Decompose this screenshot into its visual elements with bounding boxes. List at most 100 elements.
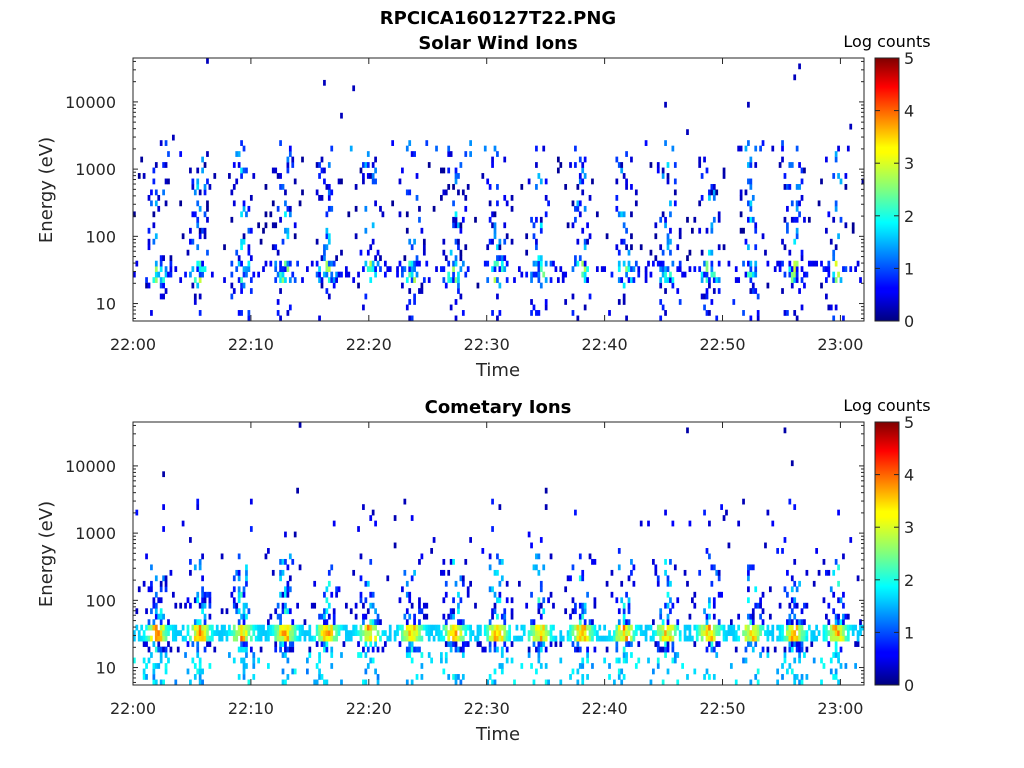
heatmap-cell (783, 184, 787, 190)
heatmap-cell (191, 211, 195, 218)
heatmap-cell (284, 635, 287, 642)
heatmap-cell (717, 619, 721, 626)
heatmap-cell (544, 211, 548, 218)
heatmap-cell (846, 145, 850, 152)
heatmap-cell (405, 211, 409, 218)
heatmap-cell (786, 569, 789, 576)
heatmap-cell (661, 679, 665, 685)
heatmap-cell (284, 602, 287, 609)
heatmap-cell (452, 674, 455, 680)
heatmap-cell (859, 277, 862, 283)
heatmap-cell (539, 635, 543, 642)
heatmap-cell (189, 167, 192, 174)
heatmap-cell (776, 668, 780, 675)
heatmap-cell (479, 624, 482, 631)
heatmap-cell (452, 624, 455, 631)
heatmap-cell (500, 635, 504, 642)
heatmap-cell (152, 663, 156, 669)
heatmap-cell (444, 619, 448, 626)
heatmap-cell (320, 167, 324, 174)
heatmap-cell (369, 558, 373, 565)
heatmap-cell (235, 630, 239, 636)
heatmap-cell (812, 635, 816, 642)
heatmap-cell (622, 211, 626, 218)
heatmap-cell (496, 315, 499, 321)
heatmap-cell (313, 602, 317, 609)
heatmap-cell (293, 635, 297, 642)
heatmap-cell (591, 635, 594, 642)
heatmap-cell (615, 657, 619, 664)
heatmap-cell (420, 608, 424, 615)
heatmap-cell (169, 255, 173, 262)
heatmap-cell (498, 591, 502, 598)
heatmap-cell (537, 635, 541, 642)
heatmap-cell (325, 233, 329, 240)
heatmap-cell (476, 635, 480, 642)
heatmap-cell (710, 641, 714, 647)
heatmap-cell (505, 657, 509, 664)
heatmap-cell (479, 641, 482, 647)
heatmap-cell (722, 515, 726, 521)
heatmap-cell (415, 646, 419, 653)
heatmap-cell (223, 624, 226, 631)
heatmap-cell (454, 173, 458, 179)
heatmap-cell (201, 630, 204, 636)
heatmap-cell (837, 509, 840, 516)
heatmap-cell (708, 520, 711, 527)
heatmap-cell (837, 597, 840, 604)
heatmap-cell (447, 277, 451, 283)
heatmap-cell (288, 646, 292, 653)
heatmap-cell (276, 249, 280, 256)
heatmap-cell (162, 575, 165, 582)
heatmap-cell (549, 630, 553, 636)
heatmap-cell (768, 586, 772, 593)
heatmap-cell (242, 630, 246, 636)
heatmap-cell (232, 200, 236, 207)
heatmap-cell (288, 641, 292, 647)
heatmap-cell (232, 624, 236, 631)
heatmap-cell (464, 205, 468, 212)
heatmap-cell (179, 200, 183, 207)
y-axis-label-solar-wind: Energy (eV) (36, 137, 57, 243)
heatmap-cell (576, 624, 580, 631)
heatmap-cell (669, 249, 672, 256)
heatmap-cell (237, 277, 241, 283)
heatmap-cell (240, 238, 243, 245)
heatmap-cell (535, 184, 538, 190)
heatmap-cell (369, 260, 373, 267)
heatmap-cell (486, 679, 490, 685)
heatmap-cell (544, 663, 548, 669)
heatmap-cell (167, 619, 170, 626)
heatmap-cell (374, 156, 377, 163)
heatmap-cell (610, 569, 614, 576)
heatmap-cell (539, 178, 543, 185)
heatmap-cell (203, 162, 207, 168)
x-tick-label: 22:20 (346, 335, 392, 354)
heatmap-cell (503, 194, 507, 201)
heatmap-cell (220, 553, 224, 560)
heatmap-cell (493, 277, 497, 283)
heatmap-cell (479, 630, 482, 636)
heatmap-cell (196, 184, 200, 190)
heatmap-cell (683, 624, 687, 631)
heatmap-cell (323, 249, 326, 256)
heatmap-cell (537, 553, 541, 560)
heatmap-cell (354, 630, 358, 636)
heatmap-cell (751, 608, 755, 615)
heatmap-cell (639, 244, 643, 251)
heatmap-cell (164, 586, 168, 593)
heatmap-cell (664, 101, 667, 108)
heatmap-cell (578, 663, 582, 669)
heatmap-cell (279, 277, 282, 283)
heatmap-cell (432, 635, 436, 642)
heatmap-cell (664, 569, 667, 576)
heatmap-cell (193, 663, 197, 669)
heatmap-cell (461, 580, 465, 587)
heatmap-cell (332, 260, 336, 267)
heatmap-cell (325, 619, 329, 626)
heatmap-cell (413, 624, 416, 631)
heatmap-cell (583, 619, 587, 626)
heatmap-cell (286, 266, 290, 272)
heatmap-cell (152, 238, 156, 245)
heatmap-cell (413, 260, 416, 267)
